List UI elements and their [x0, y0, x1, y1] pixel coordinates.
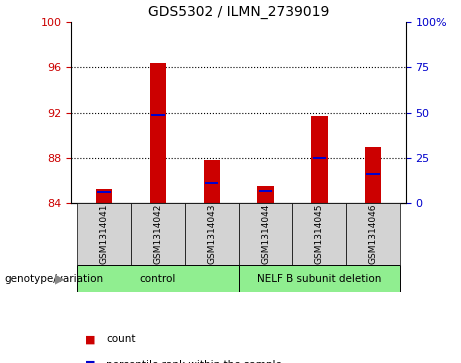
Text: ■: ■ — [85, 360, 96, 363]
Bar — [365, 147, 381, 203]
Text: GSM1314044: GSM1314044 — [261, 204, 270, 264]
Bar — [239, 265, 400, 292]
Text: GSM1314043: GSM1314043 — [207, 204, 216, 264]
Text: GSM1314045: GSM1314045 — [315, 204, 324, 264]
Bar — [346, 203, 400, 265]
Bar — [313, 157, 326, 159]
Bar — [96, 188, 112, 203]
Text: genotype/variation: genotype/variation — [5, 274, 104, 284]
Bar — [292, 203, 346, 265]
Text: ■: ■ — [85, 334, 96, 344]
Text: GSM1314046: GSM1314046 — [369, 204, 378, 264]
Bar — [150, 62, 166, 203]
Bar — [239, 203, 292, 265]
Bar — [205, 182, 219, 184]
Title: GDS5302 / ILMN_2739019: GDS5302 / ILMN_2739019 — [148, 5, 329, 19]
Bar — [97, 191, 111, 193]
Text: GSM1314041: GSM1314041 — [99, 204, 108, 264]
Bar — [203, 160, 220, 203]
Bar — [131, 203, 185, 265]
Text: control: control — [140, 274, 176, 284]
Text: GSM1314042: GSM1314042 — [153, 204, 162, 264]
Bar — [311, 116, 327, 203]
Text: NELF B subunit deletion: NELF B subunit deletion — [257, 274, 382, 284]
Bar — [257, 186, 274, 203]
Text: percentile rank within the sample: percentile rank within the sample — [106, 360, 282, 363]
Bar — [77, 265, 239, 292]
Bar — [259, 190, 272, 192]
Text: count: count — [106, 334, 136, 344]
Bar — [151, 114, 165, 116]
Text: ▶: ▶ — [55, 272, 65, 285]
Bar — [366, 173, 380, 175]
Bar — [185, 203, 239, 265]
Bar — [77, 203, 131, 265]
